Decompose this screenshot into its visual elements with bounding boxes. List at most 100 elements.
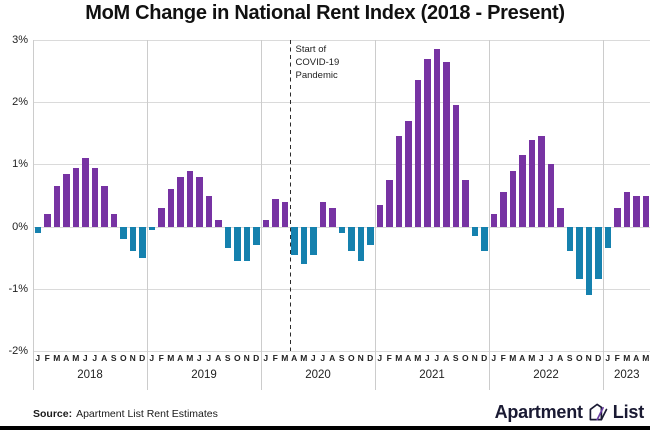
bar-2019-m12 xyxy=(253,226,260,246)
year-separator xyxy=(375,40,376,390)
month-label: N xyxy=(243,353,250,363)
y-axis-tick-label: 3% xyxy=(12,34,28,46)
bar-2020-m11 xyxy=(357,226,364,261)
apartment-list-house-icon xyxy=(589,403,608,421)
month-label: A xyxy=(519,353,526,363)
bar-2023-m5 xyxy=(642,195,649,227)
gridline xyxy=(33,164,650,166)
month-label: D xyxy=(367,353,374,363)
bar-2019-m4 xyxy=(177,176,184,227)
month-label: S xyxy=(566,353,573,363)
month-label: A xyxy=(177,353,184,363)
bar-2021-m5 xyxy=(414,80,421,227)
month-label: J xyxy=(92,353,98,363)
apartment-list-logo: Apartment List xyxy=(494,401,645,423)
bar-2019-m5 xyxy=(186,170,193,227)
bar-2022-m12 xyxy=(595,226,602,280)
year-label: 2018 xyxy=(77,369,103,381)
bar-2022-m10 xyxy=(576,226,583,280)
month-label: D xyxy=(139,353,146,363)
bar-2020-m3 xyxy=(281,201,288,227)
month-label: J xyxy=(320,353,326,363)
chart-title: MoM Change in National Rent Index (2018 … xyxy=(85,2,565,24)
month-label: A xyxy=(557,353,564,363)
year-label: 2020 xyxy=(305,369,331,381)
month-label: M xyxy=(281,353,289,363)
month-label: O xyxy=(233,353,241,363)
year-label: 2022 xyxy=(533,369,559,381)
bar-2018-m4 xyxy=(63,173,70,227)
bar-2021-m1 xyxy=(376,204,383,227)
year-label: 2023 xyxy=(613,369,640,381)
bar-2019-m3 xyxy=(167,189,174,227)
bar-2020-m2 xyxy=(272,198,279,227)
covid-start-marker-line xyxy=(289,40,292,351)
bar-2018-m1 xyxy=(34,226,41,233)
month-label: J xyxy=(149,353,155,363)
month-label: A xyxy=(633,353,640,363)
month-label: S xyxy=(452,353,459,363)
covid-annotation-line: Start of xyxy=(295,44,327,55)
bar-2021-m7 xyxy=(433,49,440,227)
bar-2023-m2 xyxy=(614,207,621,227)
bar-2021-m2 xyxy=(386,180,393,227)
month-label: J xyxy=(310,353,316,363)
year-separator xyxy=(489,40,490,390)
bar-2020-m7 xyxy=(319,201,326,227)
month-label: F xyxy=(500,353,506,363)
month-label: M xyxy=(414,353,422,363)
y-axis-tick-label: -1% xyxy=(8,282,28,295)
month-label: M xyxy=(509,353,517,363)
month-label: A xyxy=(405,353,412,363)
month-label: M xyxy=(623,353,631,363)
month-label: N xyxy=(129,353,136,363)
bar-2022-m11 xyxy=(585,226,592,295)
bar-2020-m12 xyxy=(367,226,374,246)
bar-2020-m1 xyxy=(262,220,269,227)
month-label: D xyxy=(253,353,260,363)
year-label: 2019 xyxy=(191,369,217,381)
month-label: J xyxy=(548,353,554,363)
bar-2018-m6 xyxy=(82,158,89,227)
month-label: M xyxy=(395,353,403,363)
gridline xyxy=(33,288,650,290)
logo-word-apartment: Apartment xyxy=(494,401,583,422)
bar-2021-m10 xyxy=(462,180,469,227)
y-axis-tick-label: 2% xyxy=(12,96,28,109)
bar-2019-m2 xyxy=(158,207,165,227)
month-label: J xyxy=(206,353,212,363)
bar-2021-m3 xyxy=(395,136,402,227)
month-label: M xyxy=(300,353,308,363)
bar-2022-m3 xyxy=(509,170,516,227)
gridline xyxy=(33,102,650,104)
bar-2020-m9 xyxy=(338,226,345,233)
bar-2022-m2 xyxy=(500,192,507,227)
month-label: N xyxy=(585,353,592,363)
y-axis-tick-label: 0% xyxy=(12,220,28,233)
bar-2020-m8 xyxy=(329,207,336,227)
month-label: O xyxy=(575,353,583,363)
bar-2023-m1 xyxy=(604,226,611,249)
month-label: J xyxy=(377,353,383,363)
y-axis-tick-label: 1% xyxy=(12,158,28,171)
y-axis-tick-label: -2% xyxy=(8,345,28,357)
month-label: J xyxy=(491,353,497,363)
bar-2018-m11 xyxy=(129,226,136,252)
month-label: J xyxy=(434,353,440,363)
month-label: A xyxy=(329,353,336,363)
source-text: Apartment List Rent Estimates xyxy=(76,408,218,420)
month-label: J xyxy=(82,353,88,363)
month-label: J xyxy=(196,353,202,363)
month-label: F xyxy=(158,353,164,363)
bar-2018-m8 xyxy=(101,186,108,227)
month-label: A xyxy=(443,353,450,363)
bar-2021-m6 xyxy=(424,58,431,227)
source-note: Source: Apartment List Rent Estimates xyxy=(33,408,218,420)
gridline xyxy=(33,40,650,41)
month-label: A xyxy=(215,353,222,363)
bar-2018-m7 xyxy=(91,167,98,227)
bar-2018-m12 xyxy=(139,226,146,258)
bar-2019-m10 xyxy=(234,226,241,261)
